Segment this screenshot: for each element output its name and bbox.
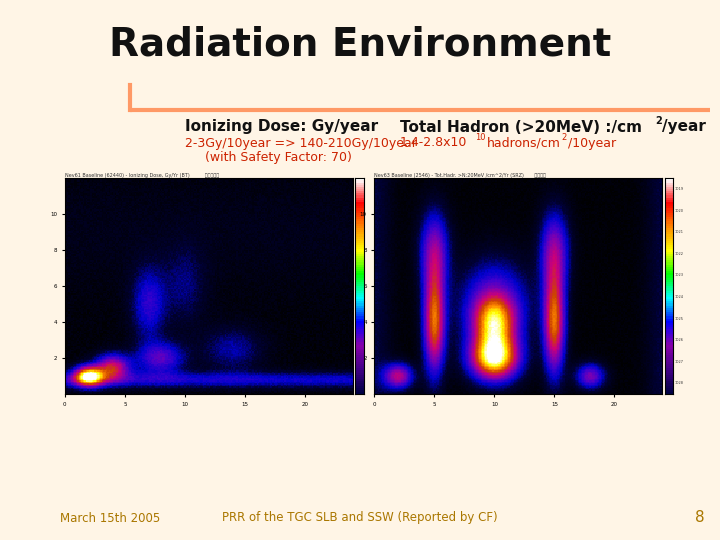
Text: 1027: 1027 — [675, 360, 684, 364]
Text: Electronics: Electronics — [510, 249, 571, 259]
Text: 1020: 1020 — [675, 208, 684, 213]
Text: Electronics: Electronics — [260, 249, 320, 259]
Text: 1019: 1019 — [675, 187, 684, 191]
Text: Nev63 Baseline (2546) - Tot.Hadr. >N:20MeV /cm^2/Yr (SRZ)       荷電粒子: Nev63 Baseline (2546) - Tot.Hadr. >N:20M… — [374, 173, 546, 178]
Text: Total Hadron (>20MeV) :/cm: Total Hadron (>20MeV) :/cm — [400, 119, 642, 134]
Text: 1028: 1028 — [675, 381, 684, 386]
Text: 1.4-2.8x10: 1.4-2.8x10 — [400, 137, 467, 150]
Text: 8: 8 — [696, 510, 705, 525]
Text: TGC: TGC — [265, 235, 290, 245]
Text: 1026: 1026 — [675, 338, 684, 342]
Text: Nev61 Baseline (62440) - Ionizing Dose, Gy/Yr (BT)          電離放射線: Nev61 Baseline (62440) - Ionizing Dose, … — [65, 173, 219, 178]
Text: 2: 2 — [655, 116, 662, 126]
Bar — [505, 205, 511, 245]
Text: Radiation Environment: Radiation Environment — [109, 26, 611, 64]
Text: 1023: 1023 — [675, 273, 684, 278]
Text: /year: /year — [662, 119, 706, 134]
Text: 1021: 1021 — [675, 230, 684, 234]
Text: TGC: TGC — [515, 235, 540, 245]
Text: Ionizing Dose: Gy/year: Ionizing Dose: Gy/year — [185, 119, 378, 134]
Text: hadrons/cm: hadrons/cm — [487, 137, 561, 150]
Text: PRR of the TGC SLB and SSW (Reported by CF): PRR of the TGC SLB and SSW (Reported by … — [222, 511, 498, 524]
Text: 2: 2 — [561, 132, 566, 141]
Text: March 15th 2005: March 15th 2005 — [60, 511, 161, 524]
Text: (with Safety Factor: 70): (with Safety Factor: 70) — [205, 152, 352, 165]
Text: /10year: /10year — [568, 137, 616, 150]
Text: 1025: 1025 — [675, 316, 684, 321]
Text: 1024: 1024 — [675, 295, 684, 299]
Text: 2-3Gy/10year => 140-210Gy/10year: 2-3Gy/10year => 140-210Gy/10year — [185, 137, 417, 150]
Text: 10: 10 — [475, 132, 485, 141]
Text: 1022: 1022 — [675, 252, 684, 256]
